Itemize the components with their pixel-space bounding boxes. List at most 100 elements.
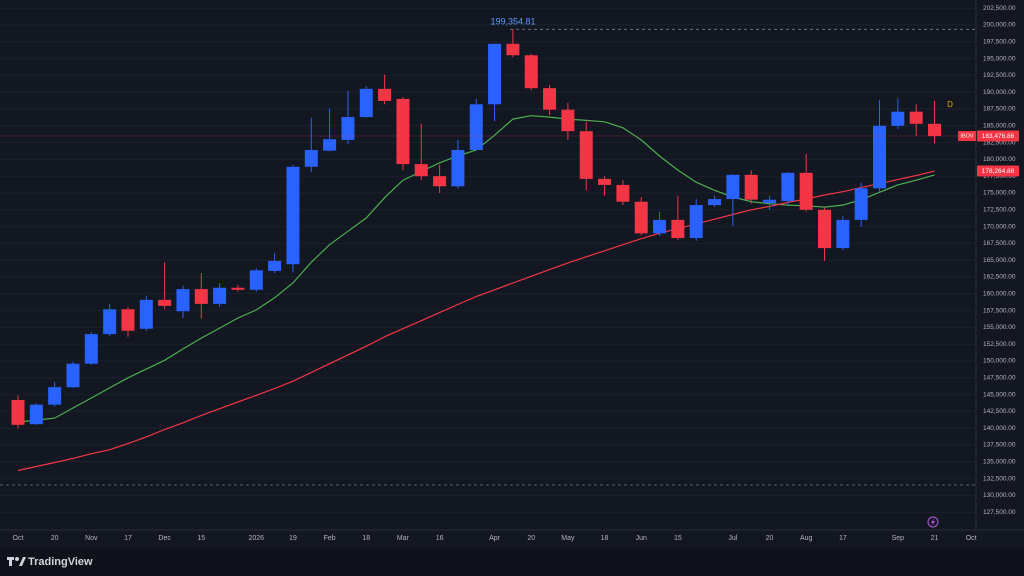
candle-body [48,387,62,405]
candle-body [396,98,410,165]
y-tick-label: 182,500.00 [983,139,1016,146]
candle-body [451,149,465,187]
y-tick-label: 165,000.00 [983,257,1016,264]
candle-body [286,166,300,265]
x-tick-label: Nov [85,535,98,542]
icon-ring[interactable] [927,516,939,528]
candle-body [176,289,190,312]
candle-body [598,178,612,185]
logo-mark [19,557,26,566]
logo: TradingView [7,556,93,568]
y-tick-label: 127,500.00 [983,509,1016,516]
candle-body [121,309,135,331]
y-tick-label: 192,500.00 [983,72,1016,79]
price-label: 178,264.88 [982,168,1015,175]
candle-body [213,287,227,304]
alert-icon[interactable] [927,516,939,528]
candle-body [11,399,25,425]
candle-body [29,404,43,425]
x-tick-label: 18 [362,535,370,542]
x-tick-label: Oct [13,535,24,542]
y-tick-label: 140,000.00 [983,425,1016,432]
x-tick-label: 20 [51,535,59,542]
candle-body [433,176,447,187]
y-tick-label: 167,500.00 [983,240,1016,247]
candle-body [103,309,117,335]
y-tick-label: 160,000.00 [983,291,1016,298]
y-tick-label: 142,500.00 [983,408,1016,415]
y-tick-label: 180,000.00 [983,156,1016,163]
footer-bar [0,548,1024,576]
symbol-tag: IBOV [960,133,973,139]
y-tick-label: 202,500.00 [983,5,1016,12]
symbol-tag-bg [958,131,976,142]
logo-mark [9,557,12,566]
x-tick-label: Jun [636,535,647,542]
y-tick-label: 197,500.00 [983,39,1016,46]
candle-body [543,88,557,110]
candle-body [653,219,667,234]
high-annotation: 199,354.81 [490,17,535,27]
candle-body [928,123,941,137]
candle-body [726,174,740,200]
y-tick-label: 157,500.00 [983,307,1016,314]
candle-body [341,117,355,140]
y-tick-label: 195,000.00 [983,55,1016,62]
y-tick-label: 187,500.00 [983,106,1016,113]
y-tick-label: 145,000.00 [983,391,1016,398]
candle-body [616,184,630,202]
candle-body [561,109,575,132]
candle-body [488,43,502,105]
price-label-bg [977,130,1019,142]
plot [0,7,976,513]
candle-body [818,209,832,249]
y-tick-label: 137,500.00 [983,442,1016,449]
x-tick-label: May [561,535,575,542]
y-tick-label: 135,000.00 [983,459,1016,466]
x-tick-label: 16 [436,535,444,542]
candle-body [781,172,795,202]
candle-body [524,55,538,89]
y-tick-label: 155,000.00 [983,324,1016,331]
x-tick-label: 20 [527,535,535,542]
y-tick-label: 172,500.00 [983,207,1016,214]
candle-body [763,199,777,204]
candle-body [836,219,850,249]
x-tick-label: Dec [158,535,171,542]
candle-body [304,149,318,167]
candle-body [708,199,722,206]
candle-body [231,287,245,290]
y-tick-label: 130,000.00 [983,492,1016,499]
x-tick-label: 20 [766,535,774,542]
candle-body [66,363,80,388]
y-tick-label: 132,500.00 [983,475,1016,482]
y-tick-label: 185,000.00 [983,123,1016,130]
y-tick-label: 162,500.00 [983,274,1016,281]
candle-body [323,139,337,151]
candle-body [194,289,208,304]
y-tick-label: 147,500.00 [983,375,1016,382]
y-tick-label: 175,000.00 [983,190,1016,197]
candle-body [689,205,703,239]
x-tick-label: 18 [601,535,609,542]
logo-mark [15,557,19,561]
x-tick-label: Jul [728,535,737,542]
candle-body [909,111,923,124]
candle-body [139,299,153,329]
candle-body [873,125,887,189]
y-tick-label: 200,000.00 [983,22,1016,29]
x-tick-label: 2026 [249,535,265,542]
x-tick-label: Feb [324,535,336,542]
x-tick-label: 21 [931,535,939,542]
ma-line [17,170,935,472]
brand: TradingView [28,556,93,568]
candle-body [634,201,648,234]
candle-body [799,172,813,210]
x-tick-label: 17 [124,535,132,542]
candle-body [744,174,758,200]
x-tick-label: Oct [966,535,977,542]
icon-bolt[interactable] [931,518,935,526]
